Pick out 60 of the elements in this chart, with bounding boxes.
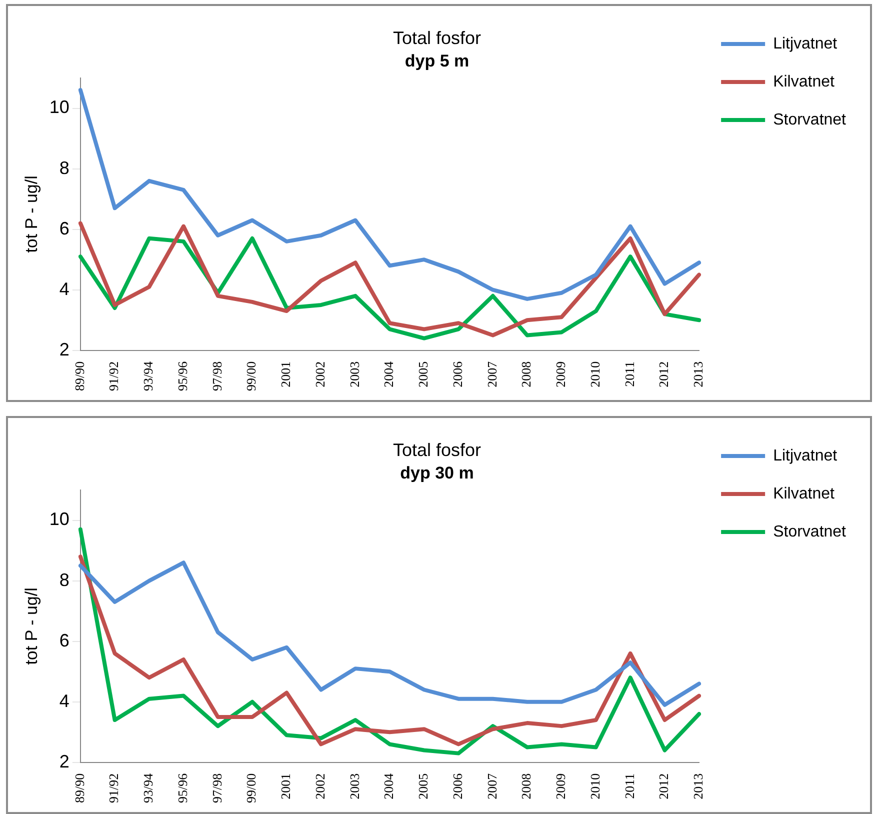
y-tick-label: 8 — [59, 570, 70, 590]
x-tick-label: 2001 — [278, 773, 294, 800]
x-tick-label: 2005 — [416, 361, 431, 388]
x-tick-label: 97/98 — [209, 773, 224, 804]
x-tick-label: 2006 — [450, 360, 465, 388]
x-tick-label: 91/92 — [106, 773, 122, 804]
x-tick-label: 95/96 — [174, 772, 190, 804]
y-tick-label: 2 — [59, 339, 70, 360]
x-tick-label: 2010 — [587, 773, 602, 800]
x-tick-label: 2006 — [450, 772, 465, 800]
y-tick-label: 4 — [59, 278, 70, 299]
x-tick-label: 89/90 — [72, 361, 87, 392]
x-tick-label: 99/00 — [244, 361, 259, 392]
x-tick-label: 2005 — [416, 773, 431, 800]
legend-label: Kilvatnet — [773, 485, 835, 502]
x-tick-label: 2007 — [484, 360, 500, 388]
x-tick-label: 2010 — [587, 361, 602, 388]
x-tick-label: 2003 — [346, 773, 362, 800]
legend-label: Storvatnet — [773, 523, 847, 540]
y-tick-label: 10 — [49, 97, 70, 118]
y-tick-label: 8 — [59, 158, 70, 178]
x-tick-label: 2004 — [381, 772, 396, 800]
x-tick-label: 93/94 — [140, 772, 156, 804]
x-tick-label: 91/92 — [106, 361, 122, 392]
x-tick-label: 2004 — [381, 360, 396, 388]
x-tick-label: 2003 — [346, 361, 362, 388]
y-tick-label: 6 — [59, 218, 70, 238]
legend-label: Kilvatnet — [773, 73, 835, 90]
x-tick-label: 93/94 — [140, 360, 156, 392]
x-tick-label: 97/98 — [209, 361, 224, 392]
x-tick-label: 2013 — [690, 773, 706, 800]
x-tick-label: 2002 — [312, 361, 328, 388]
x-tick-label: 2008 — [518, 361, 534, 388]
x-tick-label: 89/90 — [72, 773, 87, 804]
x-tick-label: 2011 — [622, 361, 637, 387]
legend-label: Litjvatnet — [773, 35, 838, 52]
x-tick-label: 2008 — [518, 773, 534, 800]
y-tick-label: 2 — [59, 751, 70, 772]
chart-subtitle: dyp 30 m — [400, 463, 474, 482]
y-axis-title: tot P - ug/l — [22, 588, 41, 665]
x-tick-label: 2009 — [553, 361, 568, 388]
y-axis-title: tot P - ug/l — [22, 176, 41, 253]
legend-label: Litjvatnet — [773, 447, 838, 464]
x-tick-label: 2012 — [656, 361, 672, 388]
chart-subtitle: dyp 5 m — [404, 51, 470, 70]
x-tick-label: 2012 — [656, 773, 672, 800]
x-tick-label: 2002 — [312, 773, 328, 800]
legend-label: Storvatnet — [773, 111, 847, 128]
x-tick-label: 2001 — [278, 361, 294, 388]
x-tick-label: 2009 — [553, 773, 568, 800]
x-tick-label: 99/00 — [244, 773, 259, 804]
chart-title: Total fosfor — [392, 440, 482, 460]
x-tick-label: 2013 — [690, 361, 706, 388]
y-tick-label: 10 — [49, 509, 70, 530]
x-tick-label: 2007 — [484, 772, 500, 800]
x-tick-label: 95/96 — [174, 360, 190, 392]
x-tick-label: 2011 — [622, 773, 637, 799]
y-tick-label: 4 — [59, 690, 70, 711]
chart-title: Total fosfor — [392, 28, 482, 48]
y-tick-label: 6 — [59, 630, 70, 650]
